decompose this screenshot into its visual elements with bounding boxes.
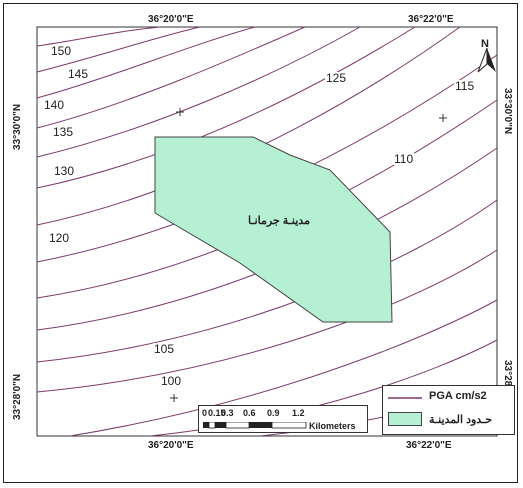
graticule-bottom-label: 36°20'0"E [148, 440, 194, 451]
contour-label: 130 [53, 164, 76, 178]
scale-tick: 1.2 [292, 408, 305, 418]
contour-line [69, 299, 498, 437]
contour-line [36, 26, 256, 99]
contour-label: 140 [43, 98, 66, 112]
north-label: N [481, 38, 489, 50]
scale-tick: 0 [202, 408, 208, 418]
contour-line [36, 249, 498, 393]
legend-item-label: PGA cm/s2 [429, 390, 487, 402]
scale-tick: 0.6 [243, 408, 256, 418]
city-label: مدينـة جرمانـا [248, 215, 310, 227]
contour-label: 120 [48, 231, 71, 245]
contour-label: 100 [160, 374, 183, 388]
scale-tick: 0.15 [208, 408, 226, 418]
graticule-top-label: 36°22'0"E [408, 14, 454, 25]
scale-unit: Kilometers [309, 421, 356, 431]
contour-line [36, 26, 201, 73]
scale-bar-segments [203, 422, 307, 429]
graticule-bottom-label: 36°22'0"E [406, 440, 452, 451]
north-arrow-icon [477, 47, 496, 73]
scale-tick: 0.9 [267, 408, 280, 418]
contour-line [36, 26, 306, 129]
contour-label: 110 [393, 152, 415, 166]
scale-tick: 0.3 [221, 408, 234, 418]
city-boundary[interactable] [154, 136, 393, 323]
contour-label: 135 [52, 125, 75, 139]
scale-bar: 0 0.15 0.3 0.6 0.9 1.2 Kilometers [198, 405, 368, 433]
legend-item-label: حـدود المدينـة [429, 414, 493, 426]
contour-label: 150 [50, 44, 73, 58]
map-border [36, 26, 498, 437]
graticule-left-label: 33°28'0"N [12, 373, 23, 420]
graticule-top-label: 36°20'0"E [148, 14, 194, 25]
contour-label: 105 [153, 342, 176, 356]
legend-line-swatch [388, 397, 422, 399]
graticule-right-label: 33°30'0"N [502, 88, 513, 135]
contour-line [36, 26, 416, 189]
contour-lines [36, 26, 498, 437]
legend: PGA cm/s2 حـدود المدينـة [382, 385, 515, 435]
contour-line [36, 26, 161, 47]
graticule-left-label: 33°30'0"N [12, 103, 23, 150]
contour-label: 115 [454, 79, 476, 93]
legend-fill-swatch [388, 412, 422, 426]
contour-label: 125 [325, 71, 348, 85]
contour-label: 145 [67, 67, 90, 81]
contour-line [36, 26, 361, 158]
